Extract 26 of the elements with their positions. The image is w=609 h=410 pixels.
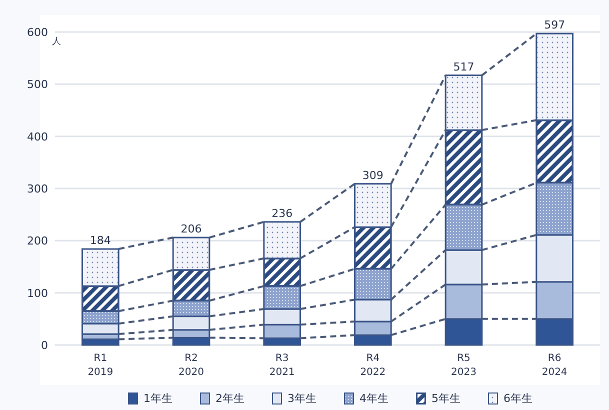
y-tick-label: 100 <box>27 286 48 300</box>
y-tick-label: 600 <box>27 26 48 39</box>
total-label: 517 <box>453 60 474 74</box>
legend-label: 3年生 <box>288 392 316 405</box>
y-axis-title: 人 <box>52 36 61 47</box>
total-label: 236 <box>272 206 293 220</box>
y-tick-label: 500 <box>27 78 48 92</box>
x-tick-label: R5 2023 <box>451 353 476 378</box>
x-tick-label: R3 2021 <box>269 353 295 378</box>
y-tick-label: 400 <box>27 130 48 144</box>
total-label: 206 <box>180 222 202 236</box>
y-tick-label: 300 <box>27 182 48 196</box>
legend-label: 4年生 <box>360 392 388 405</box>
legend-label: 2年生 <box>216 392 244 405</box>
total-label: 184 <box>90 234 111 248</box>
y-tick-label: 200 <box>27 234 48 248</box>
x-tick-label: R1 2019 <box>88 353 114 378</box>
total-label: 309 <box>362 168 384 182</box>
x-tick-label: R2 2020 <box>178 353 204 378</box>
legend-label: 5年生 <box>432 392 460 405</box>
total-label: 597 <box>544 18 566 32</box>
x-tick-label: R4 2022 <box>360 353 386 378</box>
legend-label: 6年生 <box>504 392 532 405</box>
y-tick-label: 0 <box>41 339 48 352</box>
x-tick-label: R6 2024 <box>542 353 568 378</box>
legend-label: 1年生 <box>144 392 172 405</box>
